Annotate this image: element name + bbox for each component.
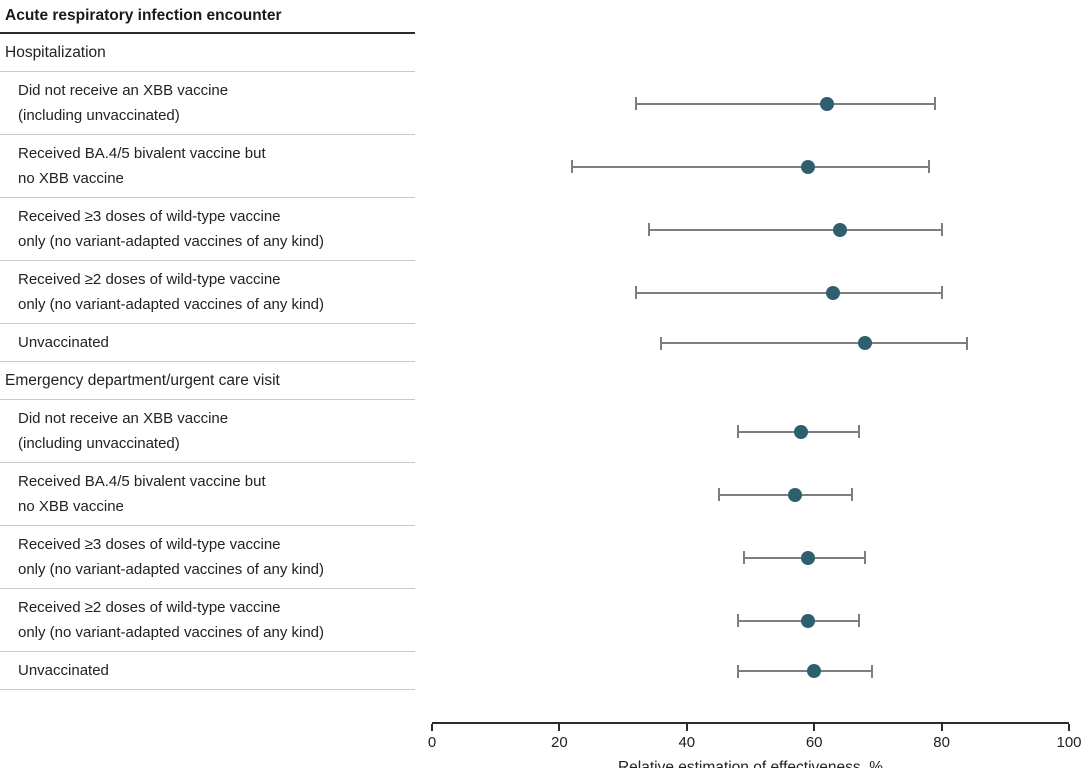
ci-cap-right — [851, 488, 854, 501]
point-estimate-marker — [800, 159, 815, 174]
axis-tick-label: 0 — [427, 734, 437, 751]
forest-row: Received BA.4/5 bivalent vaccine but no … — [0, 463, 1088, 526]
ci-cap-left — [736, 664, 739, 678]
point-estimate-marker — [800, 613, 815, 628]
ci-cap-left — [717, 488, 720, 501]
row-label: Received BA.4/5 bivalent vaccine but no … — [0, 135, 415, 198]
x-axis-line — [432, 722, 1069, 724]
row-label: Unvaccinated — [0, 324, 415, 362]
row-plot-cell — [415, 135, 1088, 198]
row-label: Did not receive an XBB vaccine (includin… — [0, 400, 415, 463]
ci-cap-left — [736, 614, 739, 627]
point-estimate-marker — [788, 487, 803, 502]
row-label: Unvaccinated — [0, 652, 415, 690]
row-plot-cell — [415, 198, 1088, 261]
row-label: Received ≥3 doses of wild-type vaccine o… — [0, 198, 415, 261]
figure-title: Acute respiratory infection encounter — [0, 0, 415, 34]
row-label: Received ≥2 doses of wild-type vaccine o… — [0, 589, 415, 652]
ci-cap-right — [864, 551, 867, 564]
axis-tick — [1068, 724, 1070, 731]
forest-row: Did not receive an XBB vaccine (includin… — [0, 72, 1088, 135]
confidence-interval-bar — [661, 342, 968, 344]
confidence-interval-bar — [718, 493, 853, 496]
axis-tick — [813, 724, 816, 731]
forest-row: Unvaccinated — [0, 324, 1088, 362]
confidence-interval-bar — [648, 228, 942, 231]
ci-cap-right — [940, 286, 943, 299]
row-plot-cell — [415, 261, 1088, 324]
x-axis-title: Relative estimation of effectiveness, % — [617, 759, 884, 768]
ci-cap-right — [966, 336, 969, 350]
ci-cap-right — [934, 97, 937, 110]
axis-tick — [558, 724, 561, 731]
row-plot-cell — [415, 589, 1088, 652]
x-axis: 0 20 40 60 80 100 Relative estimation of effe… — [0, 722, 1088, 768]
row-plot-cell — [415, 526, 1088, 589]
ci-cap-left — [647, 223, 650, 236]
axis-tick-label: 60 — [805, 734, 823, 751]
point-estimate-marker — [832, 222, 847, 237]
forest-row: Received ≥2 doses of wild-type vaccine o… — [0, 261, 1088, 324]
group-header-row: Hospitalization — [0, 34, 1088, 72]
ci-cap-left — [634, 97, 637, 110]
ci-cap-right — [870, 664, 873, 678]
row-plot-cell — [415, 400, 1088, 463]
point-estimate-marker — [826, 285, 841, 300]
ci-cap-left — [743, 551, 746, 564]
confidence-interval-bar — [635, 102, 936, 105]
ci-cap-right — [857, 425, 860, 438]
axis-tick — [685, 724, 688, 731]
axis-tick-label: 80 — [933, 734, 950, 751]
forest-row: Received ≥2 doses of wild-type vaccine o… — [0, 589, 1088, 652]
row-label: Received BA.4/5 bivalent vaccine but no … — [0, 463, 415, 526]
point-estimate-marker — [819, 96, 834, 111]
confidence-interval-bar — [737, 670, 872, 672]
forest-row: Received ≥3 doses of wild-type vaccine o… — [0, 526, 1088, 589]
figure-title-row: Acute respiratory infection encounter — [0, 0, 1088, 34]
group-label: Emergency department/urgent care visit — [0, 362, 415, 400]
forest-row: Received ≥3 doses of wild-type vaccine o… — [0, 198, 1088, 261]
confidence-interval-bar — [737, 619, 859, 622]
row-label: Received ≥3 doses of wild-type vaccine o… — [0, 526, 415, 589]
row-label: Did not receive an XBB vaccine (includin… — [0, 72, 415, 135]
point-estimate-marker — [858, 336, 873, 350]
row-plot-cell — [415, 652, 1088, 690]
group-label: Hospitalization — [0, 34, 415, 72]
group-plot-spacer — [415, 362, 1088, 400]
row-label: Received ≥2 doses of wild-type vaccine o… — [0, 261, 415, 324]
title-plot-spacer — [415, 0, 1088, 34]
axis-tick-label: 20 — [551, 734, 568, 751]
forest-rows: Hospitalization Did not receive an XBB va… — [0, 34, 1088, 690]
group-header-row: Emergency department/urgent care visit — [0, 362, 1088, 400]
ci-cap-left — [736, 425, 739, 438]
ci-cap-right — [940, 223, 943, 236]
confidence-interval-bar — [572, 165, 929, 168]
confidence-interval-bar — [635, 291, 942, 294]
point-estimate-marker — [794, 424, 809, 439]
group-plot-spacer — [415, 34, 1088, 72]
row-plot-cell — [415, 324, 1088, 362]
forest-row: Received BA.4/5 bivalent vaccine but no … — [0, 135, 1088, 198]
axis-tick — [431, 724, 433, 731]
ci-cap-right — [857, 614, 860, 627]
ci-cap-right — [927, 160, 930, 173]
row-plot-cell — [415, 72, 1088, 135]
ci-cap-left — [634, 286, 637, 299]
forest-row: Unvaccinated — [0, 652, 1088, 690]
ci-cap-left — [660, 336, 663, 350]
point-estimate-marker — [807, 664, 822, 678]
ci-cap-left — [571, 160, 574, 173]
axis-tick-label: 100 — [1056, 734, 1082, 751]
point-estimate-marker — [800, 550, 815, 565]
axis-tick — [940, 724, 943, 731]
forest-row: Did not receive an XBB vaccine (includin… — [0, 400, 1088, 463]
row-plot-cell — [415, 463, 1088, 526]
axis-tick-label: 40 — [678, 734, 696, 751]
